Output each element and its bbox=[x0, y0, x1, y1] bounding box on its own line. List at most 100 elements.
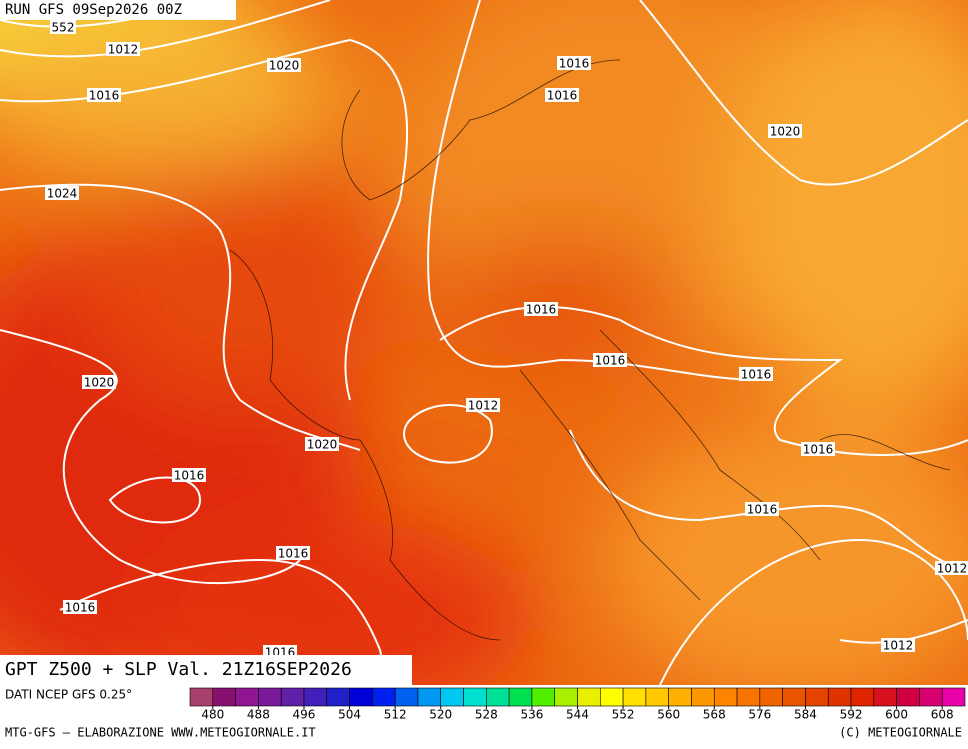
colorbar-swatch bbox=[577, 687, 601, 707]
contour-label: 1016 bbox=[547, 89, 578, 103]
contour-label: 1016 bbox=[595, 354, 626, 368]
contour-label-box bbox=[276, 546, 310, 560]
contour-label: 1016 bbox=[803, 443, 834, 457]
contour-label: 1016 bbox=[526, 303, 557, 317]
isobars bbox=[0, 0, 968, 685]
colorbar-swatch bbox=[303, 687, 328, 707]
colorbar-swatch bbox=[645, 687, 669, 707]
contour-label-box bbox=[267, 58, 301, 72]
colorbar-tick-label: 504 bbox=[338, 708, 361, 722]
colorbar-swatch bbox=[417, 687, 442, 707]
colorbar-swatch bbox=[759, 687, 783, 707]
colorbar-swatch bbox=[622, 687, 647, 707]
contour-label: 1024 bbox=[47, 187, 78, 201]
contour-label: 1012 bbox=[883, 639, 914, 653]
colorbar-swatch bbox=[258, 687, 282, 707]
colorbar-swatch bbox=[873, 687, 897, 707]
contour-label: 1016 bbox=[65, 601, 96, 615]
colorbar-tick-label: 576 bbox=[748, 708, 771, 722]
contour-label-box bbox=[82, 375, 116, 389]
contour-label-box bbox=[593, 353, 627, 367]
colorbar-swatch bbox=[599, 687, 624, 707]
contour-label: 1016 bbox=[278, 547, 309, 561]
contour-label-box bbox=[466, 398, 500, 412]
colorbar-swatch bbox=[896, 687, 920, 707]
colorbar-tick-label: 552 bbox=[612, 708, 635, 722]
colorbar-tick-label: 528 bbox=[475, 708, 498, 722]
contour-label: 1016 bbox=[174, 469, 205, 483]
colorbar-swatch bbox=[941, 687, 966, 707]
contour-label-box bbox=[768, 124, 802, 138]
contour-label: 1016 bbox=[741, 368, 772, 382]
colorbar-swatch bbox=[349, 687, 373, 707]
colorbar-swatch bbox=[212, 687, 236, 707]
contour-label-box bbox=[935, 561, 968, 575]
contour-label-box bbox=[545, 88, 579, 102]
colorbar-tick-label: 568 bbox=[703, 708, 726, 722]
colorbar-tick-label: 592 bbox=[840, 708, 863, 722]
contour-label-box bbox=[63, 600, 97, 614]
colorbar: 480 488 496 504 512 520 528 536 544 552 560 568 576 5… bbox=[189, 687, 966, 722]
contour-label-box bbox=[172, 468, 206, 482]
contour-label-box bbox=[524, 302, 558, 316]
colorbar-tick-label: 488 bbox=[247, 708, 270, 722]
colorbar-swatch bbox=[713, 687, 738, 707]
colorbar-tick-label: 584 bbox=[794, 708, 817, 722]
colorbar-tick-label: 560 bbox=[657, 708, 680, 722]
contour-label-box bbox=[801, 442, 835, 456]
colorbar-swatch bbox=[394, 687, 419, 707]
contour-label-box bbox=[745, 502, 779, 516]
contour-label-box bbox=[106, 42, 140, 56]
copyright-label: (C) METEOGIORNALE bbox=[839, 726, 962, 740]
colorbar-tick-label: 600 bbox=[885, 708, 908, 722]
contour-label-box bbox=[881, 638, 915, 652]
contour-label: 1016 bbox=[747, 503, 778, 517]
colorbar-swatch bbox=[235, 687, 259, 707]
colorbar-tick-label: 496 bbox=[293, 708, 316, 722]
contour-label: 1016 bbox=[89, 89, 120, 103]
source-label: DATI NCEP GFS 0.25° bbox=[5, 688, 132, 702]
colorbar-swatch bbox=[189, 687, 214, 707]
colorbar-swatch bbox=[372, 687, 396, 707]
contour-label: 1020 bbox=[269, 59, 300, 73]
colorbar-swatch bbox=[440, 687, 464, 707]
colorbar-tick-label: 512 bbox=[384, 708, 407, 722]
run-label: RUN GFS 09Sep2026 00Z bbox=[5, 2, 182, 18]
colorbar-swatch bbox=[531, 687, 556, 707]
colorbar-swatch bbox=[736, 687, 761, 707]
contour-label-box bbox=[87, 88, 121, 102]
colorbar-swatch bbox=[850, 687, 875, 707]
colorbar-swatch bbox=[508, 687, 533, 707]
colorbar-swatch bbox=[554, 687, 578, 707]
contour-label-box bbox=[50, 20, 76, 34]
colorbar-swatch bbox=[691, 687, 715, 707]
contour-label: 552 bbox=[52, 21, 75, 35]
contour-label-box bbox=[557, 56, 591, 70]
contour-label: 1012 bbox=[937, 562, 968, 576]
contour-label: 1012 bbox=[108, 43, 139, 57]
contour-label-box bbox=[45, 186, 79, 200]
colorbar-swatch bbox=[668, 687, 692, 707]
colorbar-swatch bbox=[782, 687, 806, 707]
credit-label: MTG-GFS — ELABORAZIONE WWW.METEOGIORNALE… bbox=[5, 726, 316, 740]
colorbar-tick-label: 544 bbox=[566, 708, 589, 722]
colorbar-tick-label: 536 bbox=[520, 708, 543, 722]
run-box bbox=[0, 0, 236, 20]
colorbar-swatch bbox=[463, 687, 487, 707]
colorbar-swatch bbox=[805, 687, 829, 707]
contour-label: 1012 bbox=[468, 399, 499, 413]
colorbar-swatch bbox=[280, 687, 305, 707]
colorbar-swatch bbox=[827, 687, 852, 707]
coastlines bbox=[229, 59, 951, 641]
contour-label: 1020 bbox=[84, 376, 115, 390]
contour-label-box bbox=[305, 437, 339, 451]
contour-label: 1016 bbox=[559, 57, 590, 71]
contour-label: 1020 bbox=[770, 125, 801, 139]
colorbar-tick-label: 480 bbox=[201, 708, 224, 722]
map-title: GPT Z500 + SLP Val. 21Z16SEP2026 bbox=[5, 659, 352, 680]
colorbar-tick-label: 520 bbox=[429, 708, 452, 722]
contour-label: 1020 bbox=[307, 438, 338, 452]
contour-label-box bbox=[739, 367, 773, 381]
